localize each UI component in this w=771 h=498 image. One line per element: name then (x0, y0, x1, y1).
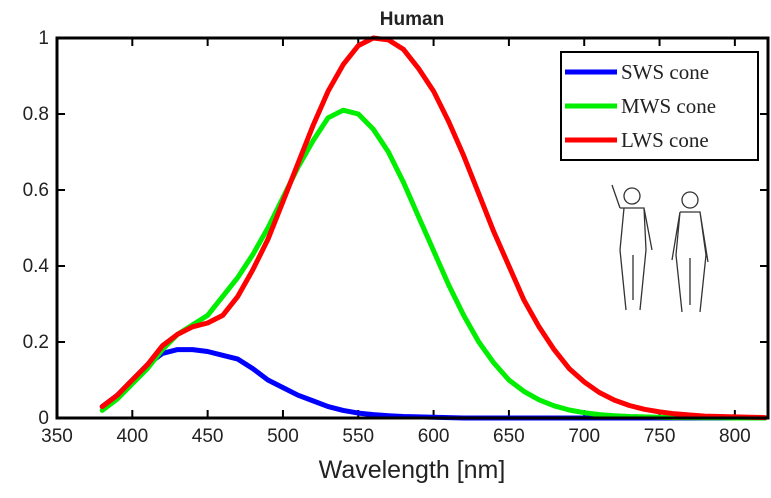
legend-label: SWS cone (621, 60, 709, 84)
y-tick-label: 0.8 (23, 104, 49, 125)
x-tick-label: 650 (493, 426, 525, 447)
x-tick-label: 450 (192, 426, 224, 447)
y-tick-label: 0.2 (23, 332, 49, 353)
x-tick-label: 350 (41, 426, 73, 447)
x-tick-label: 600 (418, 426, 450, 447)
human-illustration (611, 184, 709, 313)
y-tick-label: 1 (38, 28, 49, 49)
x-tick-label: 800 (719, 426, 751, 447)
legend-label: LWS cone (621, 128, 709, 152)
x-tick-label: 550 (342, 426, 374, 447)
y-tick-label: 0 (38, 408, 49, 429)
y-tick-label: 0.6 (23, 180, 49, 201)
x-tick-label: 500 (267, 426, 299, 447)
x-tick-label: 700 (568, 426, 600, 447)
x-tick-label: 400 (116, 426, 148, 447)
legend-label: MWS cone (621, 94, 716, 118)
series-line (99, 347, 768, 421)
y-tick-label: 0.4 (23, 256, 50, 277)
series-line (99, 35, 768, 421)
x-tick-label: 750 (644, 426, 676, 447)
chart-title: Human (380, 9, 444, 30)
x-axis-label: Wavelength [nm] (319, 456, 506, 484)
plot-frame (55, 36, 770, 420)
